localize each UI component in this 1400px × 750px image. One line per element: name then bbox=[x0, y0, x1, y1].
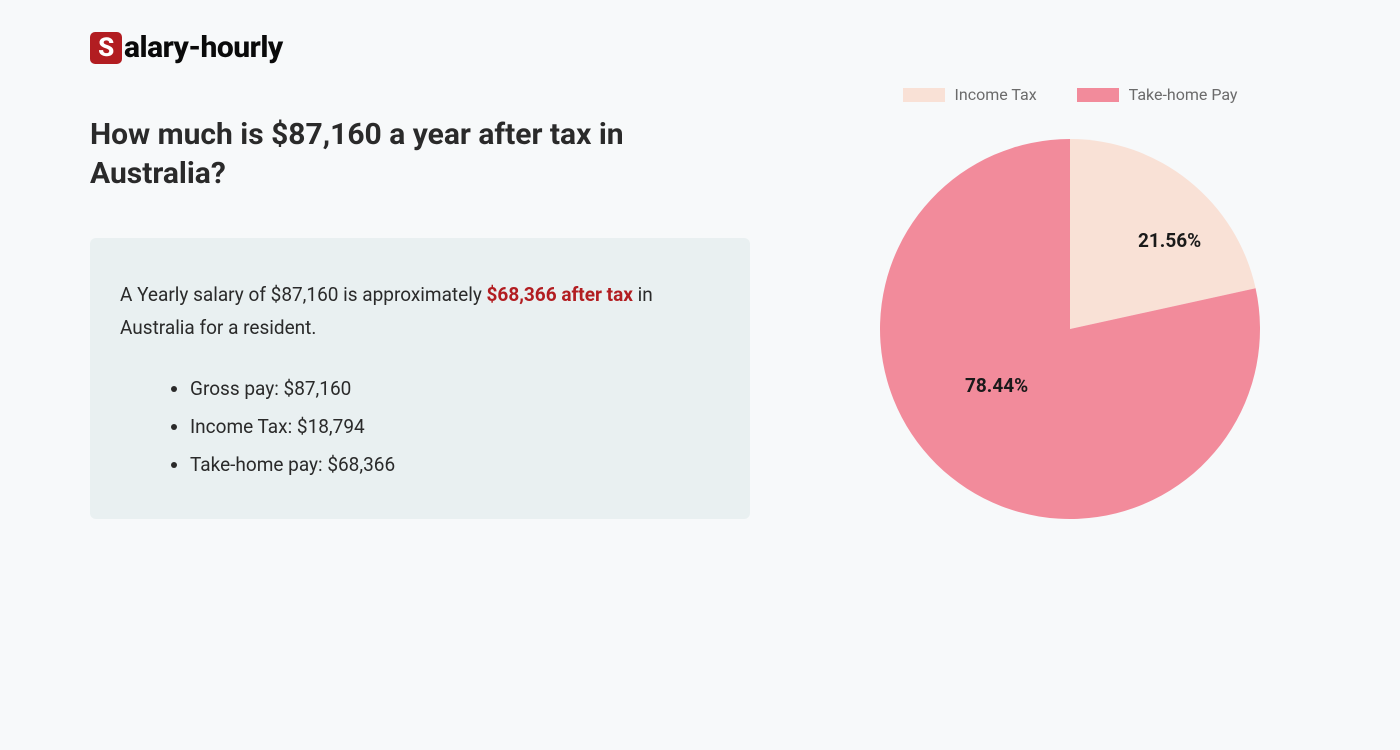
list-item: Gross pay: $87,160 bbox=[190, 370, 720, 408]
legend-label: Take-home Pay bbox=[1129, 85, 1238, 104]
right-column: Income Tax Take-home Pay 21.56% 78.44% bbox=[830, 85, 1310, 539]
list-item: Income Tax: $18,794 bbox=[190, 408, 720, 446]
swatch-icon bbox=[1077, 88, 1119, 102]
swatch-icon bbox=[903, 88, 945, 102]
page-root: Salary-hourly How much is $87,160 a year… bbox=[0, 0, 1400, 750]
summary-highlight: $68,366 after tax bbox=[487, 283, 633, 306]
logo-badge-icon: S bbox=[90, 32, 122, 64]
left-column: How much is $87,160 a year after tax in … bbox=[90, 115, 750, 519]
summary-box: A Yearly salary of $87,160 is approximat… bbox=[90, 238, 750, 519]
list-item: Take-home pay: $68,366 bbox=[190, 446, 720, 484]
legend-item-income-tax: Income Tax bbox=[903, 85, 1037, 104]
logo-text: alary-hourly bbox=[124, 30, 283, 65]
chart-legend: Income Tax Take-home Pay bbox=[903, 85, 1238, 104]
legend-label: Income Tax bbox=[955, 85, 1037, 104]
pie-svg bbox=[880, 119, 1260, 539]
slice-label-take-home: 78.44% bbox=[965, 374, 1028, 397]
page-title: How much is $87,160 a year after tax in … bbox=[90, 115, 750, 193]
pie-chart: 21.56% 78.44% bbox=[880, 119, 1260, 539]
breakdown-list: Gross pay: $87,160 Income Tax: $18,794 T… bbox=[120, 370, 720, 484]
slice-label-income-tax: 21.56% bbox=[1138, 229, 1201, 252]
summary-prefix: A Yearly salary of $87,160 is approximat… bbox=[120, 283, 487, 306]
legend-item-take-home: Take-home Pay bbox=[1077, 85, 1238, 104]
summary-text: A Yearly salary of $87,160 is approximat… bbox=[120, 278, 720, 345]
site-logo: Salary-hourly bbox=[90, 30, 1310, 65]
content-row: How much is $87,160 a year after tax in … bbox=[90, 115, 1310, 539]
